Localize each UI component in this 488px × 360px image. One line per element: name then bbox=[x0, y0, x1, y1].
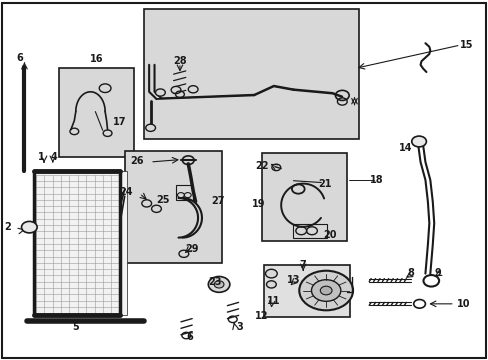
Circle shape bbox=[320, 286, 331, 295]
Text: 23: 23 bbox=[208, 276, 222, 287]
Circle shape bbox=[145, 124, 155, 131]
Text: 19: 19 bbox=[251, 199, 265, 210]
Text: 5: 5 bbox=[72, 322, 79, 332]
Circle shape bbox=[188, 86, 198, 93]
Text: 4: 4 bbox=[50, 152, 57, 162]
Circle shape bbox=[266, 281, 276, 288]
Text: 13: 13 bbox=[286, 275, 300, 285]
Text: 15: 15 bbox=[459, 40, 473, 50]
Circle shape bbox=[214, 281, 224, 288]
Text: 21: 21 bbox=[318, 179, 331, 189]
Text: 14: 14 bbox=[398, 143, 412, 153]
Bar bbox=[34, 171, 127, 315]
Circle shape bbox=[265, 269, 277, 278]
Circle shape bbox=[208, 276, 229, 292]
Text: 18: 18 bbox=[369, 175, 383, 185]
Text: 12: 12 bbox=[255, 311, 268, 321]
Text: 26: 26 bbox=[129, 156, 143, 166]
Bar bbox=[124, 151, 222, 263]
Bar bbox=[261, 153, 346, 241]
Text: 2: 2 bbox=[4, 222, 11, 232]
Circle shape bbox=[411, 136, 426, 147]
Circle shape bbox=[155, 89, 165, 96]
Text: 1: 1 bbox=[38, 152, 45, 162]
Text: 3: 3 bbox=[236, 322, 243, 332]
Text: 11: 11 bbox=[266, 296, 280, 306]
Circle shape bbox=[171, 86, 181, 94]
Text: 17: 17 bbox=[113, 117, 126, 127]
Text: 28: 28 bbox=[173, 56, 186, 66]
Bar bbox=[59, 68, 134, 157]
Text: 20: 20 bbox=[323, 230, 336, 240]
Text: 25: 25 bbox=[156, 195, 170, 205]
Text: 6: 6 bbox=[186, 332, 193, 342]
Bar bbox=[264, 265, 349, 317]
Text: 8: 8 bbox=[407, 268, 413, 278]
Text: 7: 7 bbox=[299, 260, 306, 270]
Circle shape bbox=[21, 221, 37, 233]
Text: 6: 6 bbox=[16, 53, 23, 63]
Circle shape bbox=[299, 271, 352, 310]
Text: 22: 22 bbox=[254, 161, 268, 171]
Circle shape bbox=[311, 280, 340, 301]
Bar bbox=[176, 185, 193, 200]
Bar bbox=[293, 224, 326, 238]
Bar bbox=[144, 9, 359, 139]
Text: 9: 9 bbox=[433, 268, 440, 278]
Text: 27: 27 bbox=[210, 195, 224, 206]
Text: 16: 16 bbox=[89, 54, 103, 64]
Text: 24: 24 bbox=[119, 186, 133, 197]
Circle shape bbox=[179, 250, 188, 257]
Text: 29: 29 bbox=[184, 244, 198, 255]
Text: 10: 10 bbox=[456, 299, 470, 309]
